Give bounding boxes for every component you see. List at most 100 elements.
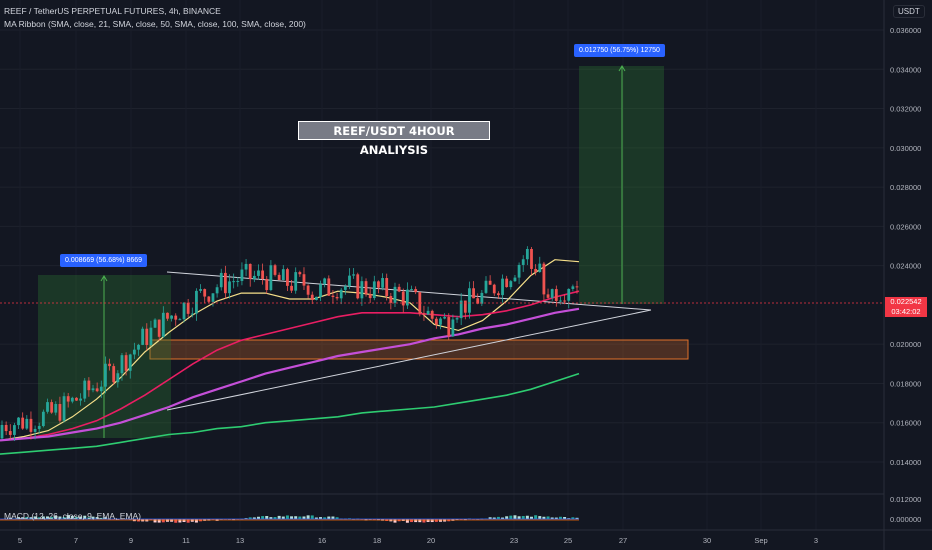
- candle-body: [120, 355, 124, 374]
- macd-bar: [277, 515, 281, 519]
- macd-bar: [422, 519, 426, 523]
- macd-bar: [459, 519, 463, 521]
- macd-bar: [50, 516, 54, 519]
- macd-bar: [83, 515, 87, 519]
- macd-bar: [372, 519, 376, 521]
- candle-body: [104, 363, 107, 387]
- macd-bar: [323, 517, 327, 519]
- candle-body: [505, 278, 509, 288]
- macd-bar: [116, 519, 120, 520]
- candle-body: [298, 272, 302, 275]
- candle-body: [451, 319, 455, 337]
- candle-body: [232, 281, 236, 283]
- candle-body: [364, 281, 368, 295]
- macd-bar: [174, 519, 178, 523]
- macd-bar: [405, 519, 409, 523]
- candle-body: [219, 272, 223, 288]
- candle-body: [236, 280, 240, 282]
- candle-body: [277, 274, 281, 281]
- candle-body: [455, 318, 459, 320]
- macd-bar: [103, 517, 107, 519]
- candle-body: [414, 289, 418, 293]
- candle-body: [17, 417, 20, 426]
- candle-body: [575, 286, 579, 288]
- candle-body: [550, 289, 554, 298]
- macd-bar: [256, 516, 260, 519]
- time-tick-label: 5: [18, 536, 22, 545]
- candle-body: [426, 310, 430, 315]
- macd-bar: [575, 517, 579, 519]
- candle-body: [352, 274, 356, 276]
- macd-bar: [550, 517, 554, 519]
- candle-body: [0, 424, 4, 439]
- candle-body: [132, 349, 136, 355]
- macd-bar: [542, 516, 546, 519]
- macd-bar: [244, 518, 248, 519]
- time-axis[interactable]: 5 7 9 11 13 16 18 20 23 25 27 30 Sep 3: [18, 536, 818, 545]
- candle-body: [348, 275, 351, 287]
- macd-bar: [161, 519, 165, 523]
- price-tick-label: 0.034000: [890, 65, 921, 74]
- candle-body: [62, 396, 66, 421]
- candle-body: [290, 285, 293, 291]
- ma-line-sma-100: [0, 307, 580, 442]
- macd-bar: [534, 515, 538, 519]
- macd-bar: [488, 517, 492, 519]
- currency-button[interactable]: USDT: [893, 5, 925, 18]
- macd-bar: [513, 515, 517, 519]
- candle-body: [33, 428, 37, 432]
- macd-bar: [46, 516, 50, 519]
- macd-bar: [509, 515, 513, 519]
- candle-body: [244, 263, 248, 270]
- candle-body: [476, 298, 480, 304]
- candle-body: [141, 328, 145, 345]
- macd-bar: [29, 517, 33, 519]
- candle-body: [54, 404, 58, 413]
- candle-body: [269, 265, 273, 291]
- candle-body: [418, 292, 422, 314]
- time-tick-label: 25: [564, 536, 572, 545]
- candle-body: [546, 294, 550, 298]
- macd-bar: [558, 516, 562, 519]
- candle-body: [488, 280, 492, 285]
- candle-body: [203, 289, 207, 297]
- time-tick-label: 20: [427, 536, 435, 545]
- candle-body: [480, 292, 484, 304]
- candle-body: [83, 380, 87, 399]
- long-position-right-arrowhead: [618, 65, 626, 72]
- time-tick-label: 7: [74, 536, 78, 545]
- candle-body: [99, 386, 103, 392]
- macd-bar: [285, 515, 289, 519]
- price-tick-label: 0.026000: [890, 222, 921, 231]
- candle-body: [199, 289, 202, 291]
- macd-bar: [430, 519, 434, 523]
- price-axis[interactable]: 0.036000 0.034000 0.032000 0.030000 0.028000…: [890, 26, 921, 524]
- candle-body: [356, 274, 360, 299]
- triangle-lower-line: [166, 309, 652, 411]
- macd-bar: [294, 516, 298, 519]
- candle-body: [207, 296, 211, 302]
- candle-body: [95, 388, 99, 392]
- long-position-left-arrowhead: [100, 275, 108, 282]
- candle-body: [525, 248, 529, 260]
- candle-body: [401, 291, 405, 306]
- candle-body: [215, 287, 219, 294]
- candle-body: [530, 248, 533, 269]
- candle-body: [381, 278, 384, 288]
- candle-body: [182, 302, 186, 320]
- candle-body: [405, 289, 409, 306]
- macd-bar: [496, 516, 500, 519]
- candle-body: [128, 354, 132, 371]
- macd-legend[interactable]: MACD (12, 26, close, 9, EMA, EMA): [4, 511, 141, 521]
- price-tick-label: 0.036000: [890, 26, 921, 35]
- candle-body: [430, 310, 434, 319]
- ma-ribbon-legend[interactable]: MA Ribbon (SMA, close, 21, SMA, close, 5…: [4, 19, 306, 29]
- candle-body: [281, 269, 285, 281]
- candle-body: [377, 281, 380, 288]
- candle-body: [58, 404, 62, 421]
- candle-body: [323, 278, 327, 285]
- macd-bar: [91, 516, 95, 519]
- candle-body: [468, 288, 471, 313]
- macd-bar: [25, 516, 29, 519]
